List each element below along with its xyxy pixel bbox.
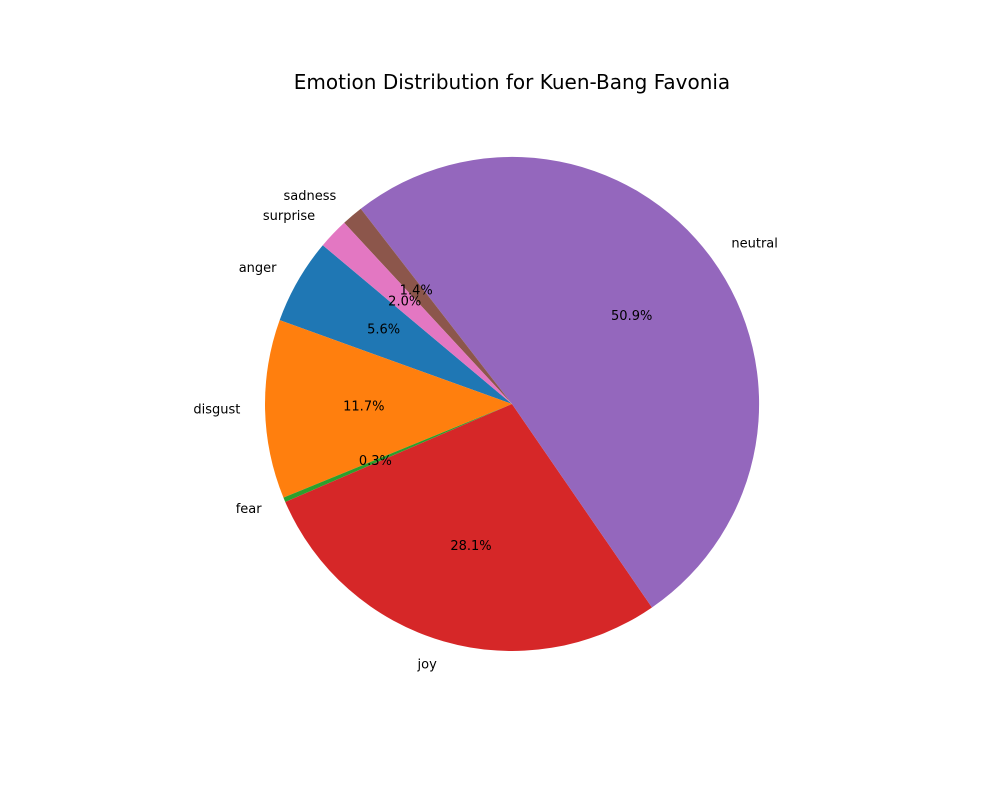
slice-label-anger: anger — [239, 261, 277, 276]
pie-slices — [264, 156, 760, 651]
slice-label-sadness: sadness — [284, 189, 337, 204]
slice-percent-anger: 5.6% — [367, 323, 400, 338]
pie-slice-disgust — [264, 320, 512, 498]
slice-percent-neutral: 50.9% — [611, 309, 652, 324]
slice-label-joy: joy — [417, 658, 438, 673]
slice-label-fear: fear — [236, 502, 263, 517]
pie-slice-joy — [285, 404, 652, 651]
slice-percent-sadness: 1.4% — [400, 283, 433, 298]
pie-slice-fear — [283, 404, 512, 502]
slice-label-disgust: disgust — [193, 402, 240, 417]
slice-label-neutral: neutral — [731, 236, 778, 251]
pie-slice-neutral — [360, 156, 760, 608]
slice-label-surprise: surprise — [263, 209, 315, 224]
pie-labels: anger 5.6% disgust 11.7% fear 0.3% joy 28.1% neu… — [193, 189, 778, 672]
chart-title: Emotion Distribution for Kuen-Bang Favon… — [294, 70, 730, 94]
pie-slice-surprise — [322, 222, 512, 404]
slice-percent-fear: 0.3% — [359, 454, 392, 469]
pie-slice-sadness — [344, 208, 512, 404]
pie-slice-anger — [279, 245, 512, 404]
slice-percent-disgust: 11.7% — [343, 400, 384, 415]
slice-percent-joy: 28.1% — [450, 539, 491, 554]
slice-percent-surprise: 2.0% — [388, 294, 421, 309]
